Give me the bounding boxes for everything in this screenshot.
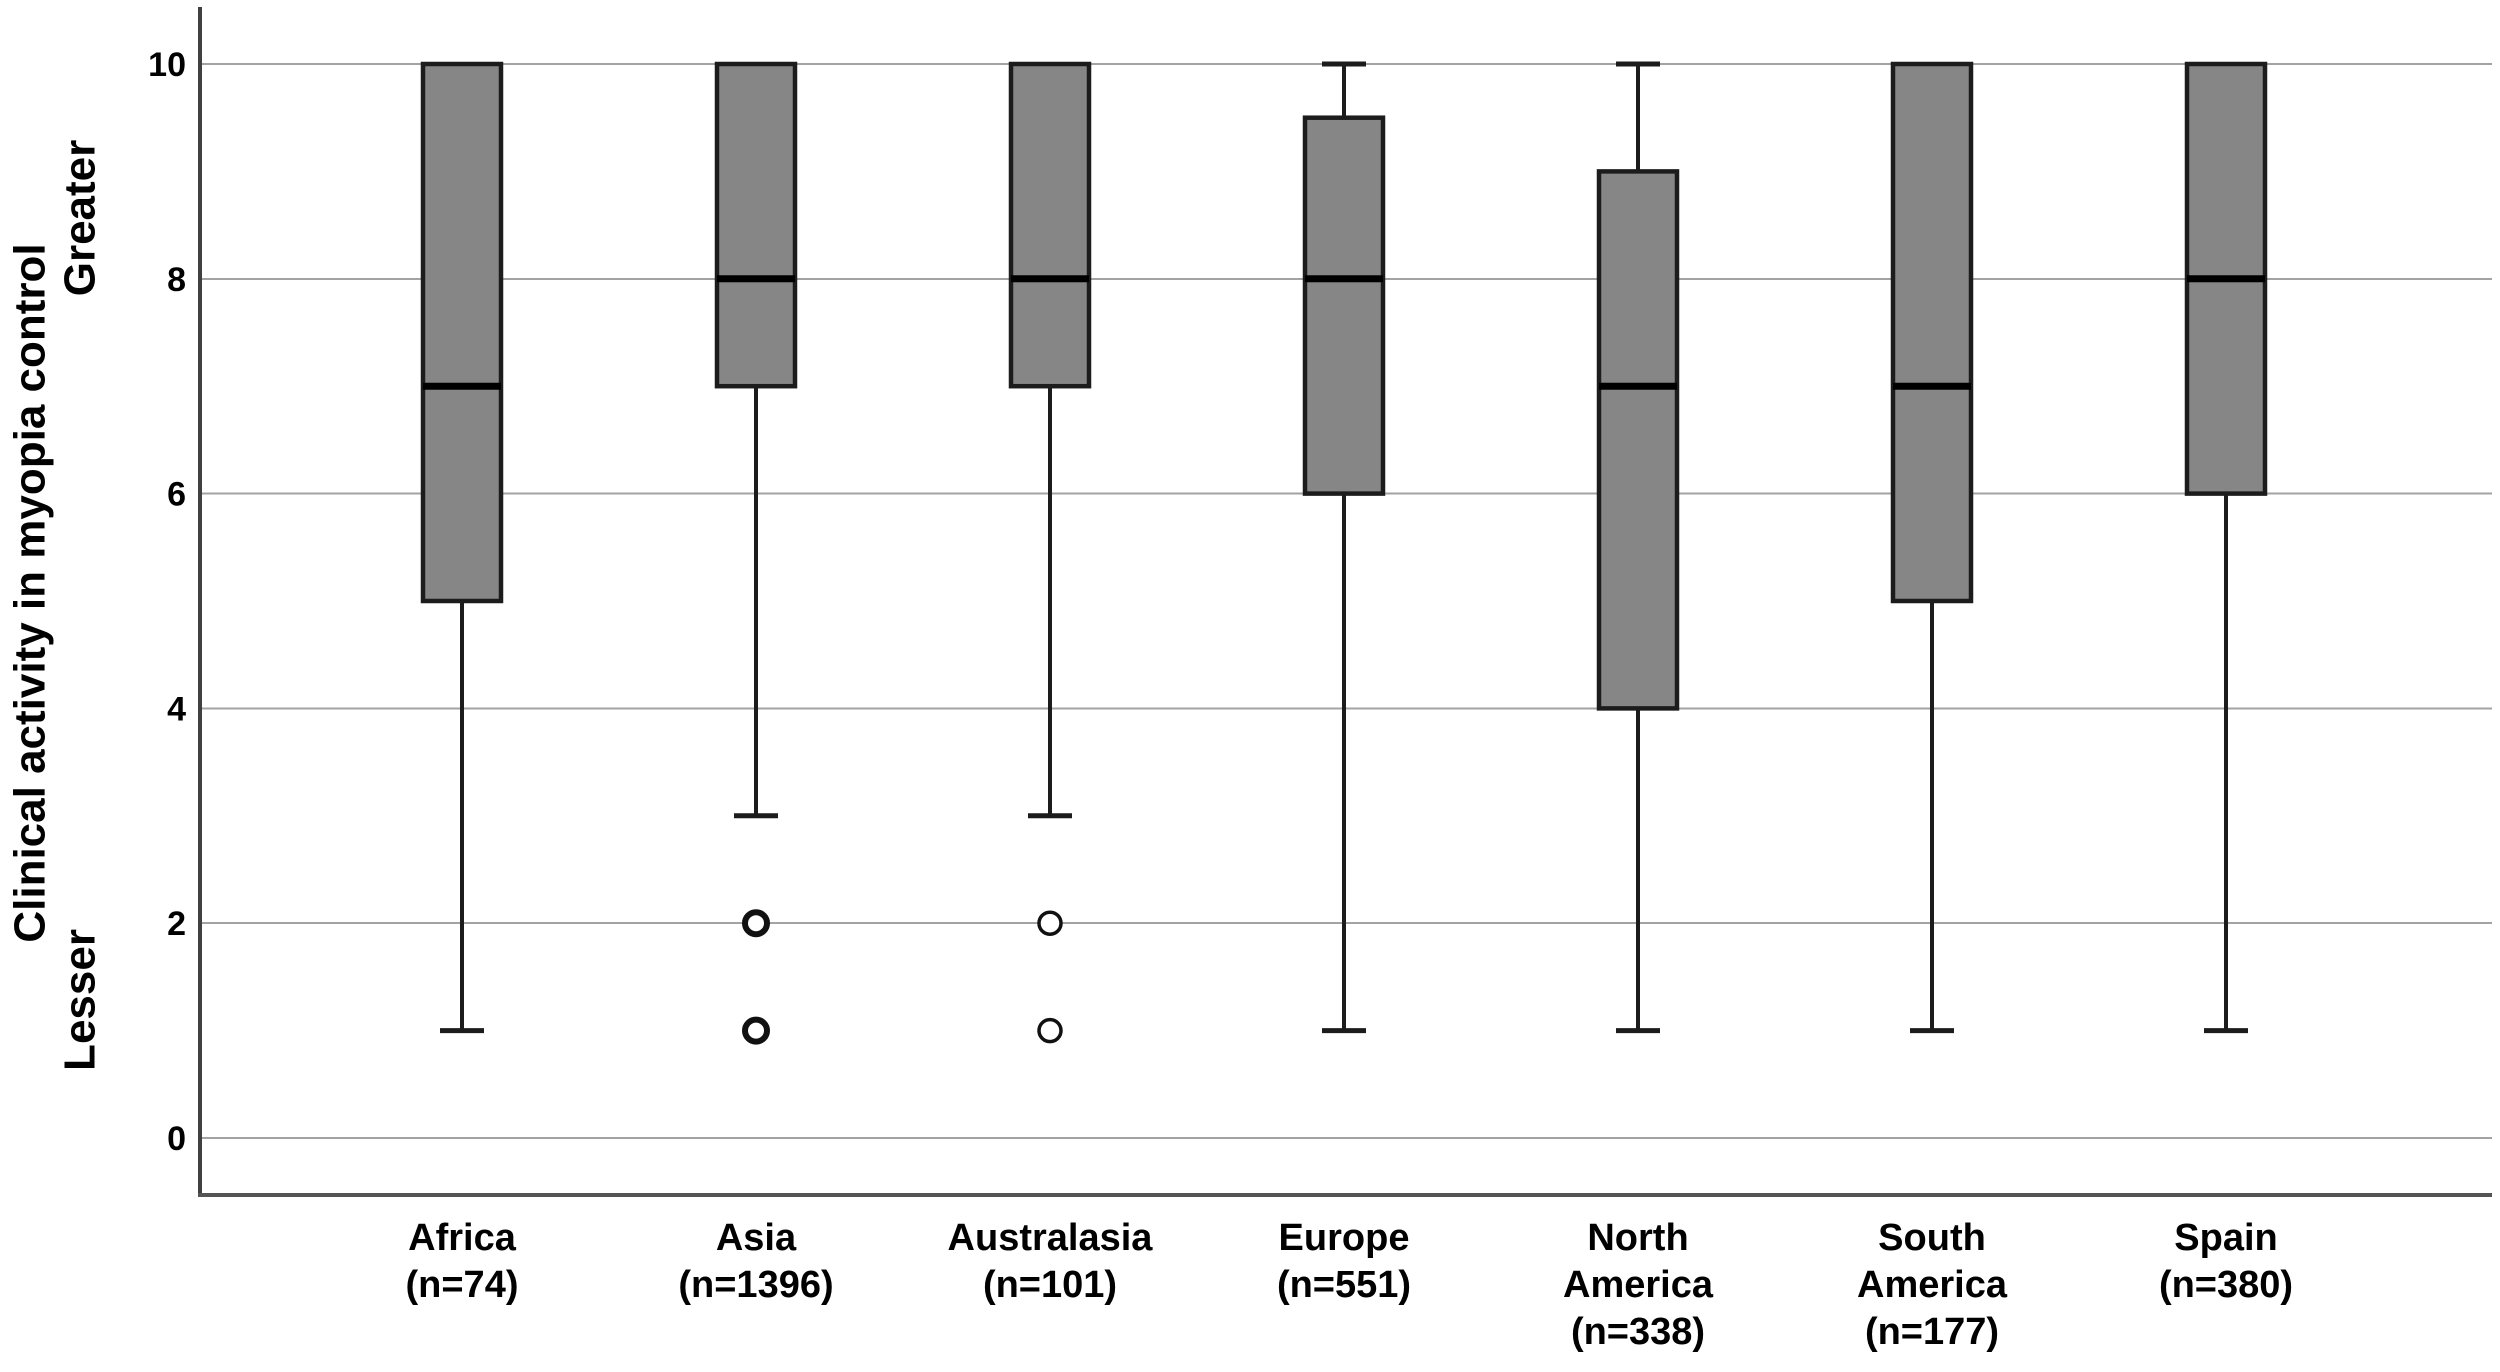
category-label-spain: Spain [2174, 1217, 2277, 1259]
y-axis-title: Clinical activity in myopia control [6, 243, 55, 942]
category-label-south-america: America [1857, 1264, 2008, 1306]
outlier-asia [742, 1016, 770, 1045]
y-axis-annotation-greater: Greater [56, 140, 105, 297]
category-label-south-america: (n=177) [1865, 1311, 1999, 1353]
box-asia [714, 61, 798, 389]
category-label-asia: Asia [716, 1217, 797, 1259]
box-africa [420, 61, 504, 604]
box-australasia [1008, 61, 1092, 389]
axes-layer [198, 7, 2492, 1197]
y-tick-label: 4 [167, 690, 186, 728]
category-label-asia: (n=1396) [678, 1264, 833, 1306]
category-label-australasia: Australasia [948, 1217, 1154, 1259]
outlier-asia [742, 909, 770, 938]
category-label-africa: (n=74) [406, 1264, 519, 1306]
y-tick-label: 10 [148, 46, 186, 84]
boxes-layer [420, 61, 2268, 1045]
outlier-australasia [1037, 1017, 1063, 1044]
box-europe [1302, 115, 1386, 496]
y-axis-annotation-lesser: Lesser [56, 929, 105, 1071]
y-tick-label: 8 [167, 261, 186, 299]
y-tick-label: 0 [167, 1120, 186, 1158]
box-north-america [1596, 169, 1680, 711]
category-label-north-america: America [1563, 1264, 1714, 1306]
category-label-spain: (n=380) [2159, 1264, 2293, 1306]
category-label-north-america: (n=338) [1571, 1311, 1705, 1353]
category-label-europe: Europe [1279, 1217, 1410, 1259]
y-tick-label: 2 [167, 905, 186, 943]
category-label-africa: Africa [408, 1217, 517, 1259]
y-tick-label: 6 [167, 476, 186, 514]
outlier-australasia [1037, 910, 1063, 936]
category-label-europe: (n=551) [1277, 1264, 1411, 1306]
category-label-south-america: South [1878, 1217, 1986, 1259]
category-label-australasia: (n=101) [983, 1264, 1117, 1306]
category-label-north-america: North [1587, 1217, 1688, 1259]
labels-layer: 0 2 4 6 8 10 Africa (n=74) Asia (n=1396) Australas… [148, 46, 2293, 1353]
box-south-america [1890, 61, 1974, 604]
